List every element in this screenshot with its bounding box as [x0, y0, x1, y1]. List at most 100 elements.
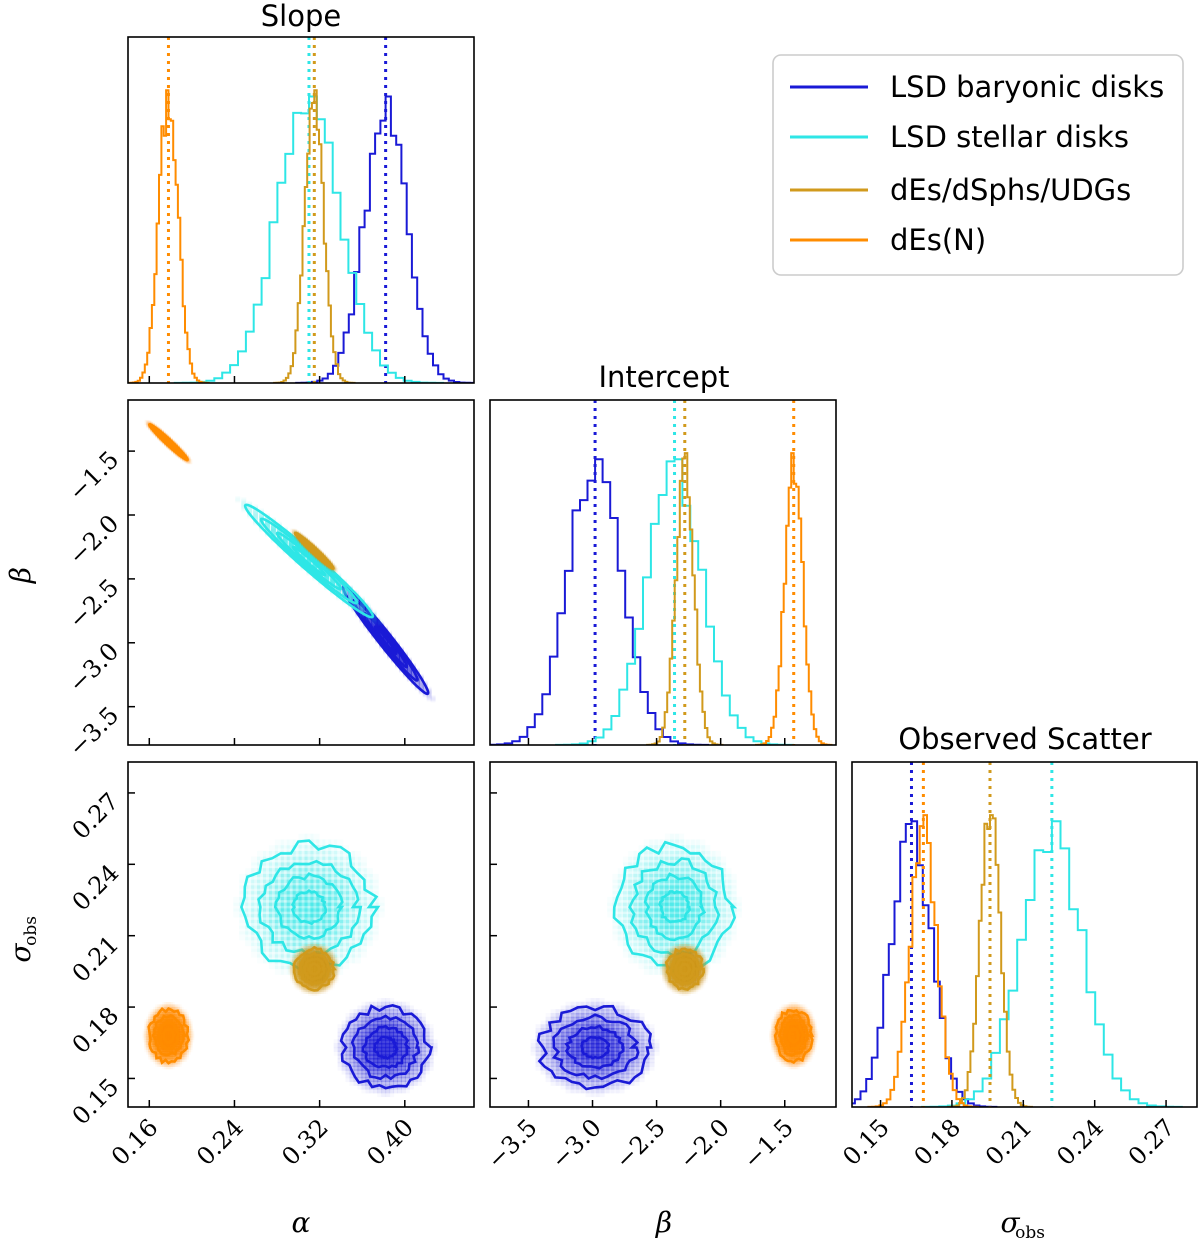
contour-alpha-beta-stellar-1 — [275, 531, 343, 591]
histogram-alpha-dEs — [273, 89, 356, 383]
alpha-tick-label: 0.24 — [191, 1113, 249, 1171]
beta-y-tick-label: −2.5 — [63, 573, 124, 634]
beta-x-tick-label: −3.5 — [482, 1113, 543, 1174]
contour-beta-sigma-stellar-1 — [643, 872, 707, 942]
contour-alpha-beta-baryonic-0 — [373, 625, 398, 655]
panel-frame — [127, 399, 475, 746]
contour-beta-sigma-dEsN-1 — [782, 1019, 805, 1051]
contour-alpha-beta-stellar-0 — [291, 545, 327, 577]
histogram-beta-stellar — [555, 458, 794, 745]
beta-axis-label: β — [655, 1206, 672, 1238]
contour-alpha-beta-stellar-2 — [259, 517, 359, 605]
contour-beta-sigma-dEsN-2 — [777, 1013, 810, 1057]
contour-beta-sigma-baryonic-0 — [580, 1035, 611, 1060]
contour-beta-sigma-dEsN-0 — [787, 1026, 801, 1044]
sigma-x-axis-label: σ obs — [1000, 1206, 1044, 1238]
contour-alpha-sigma-dEs-0 — [307, 962, 322, 976]
beta-y-tick-label: −2.0 — [63, 509, 124, 570]
beta-y-axis-label: β — [4, 567, 37, 584]
beta-x-tick-label: −1.5 — [738, 1113, 799, 1174]
histogram-beta-baryonic — [490, 458, 710, 745]
alpha-axis-label: α — [292, 1206, 311, 1238]
histogram-sigma-baryonic — [852, 820, 998, 1107]
contour-beta-sigma-baryonic-2 — [551, 1013, 640, 1081]
sigma-x-tick-label: 0.15 — [837, 1113, 895, 1171]
contour-beta-sigma-dEs-1 — [674, 957, 697, 982]
density-alpha-beta-stellar — [241, 501, 377, 621]
beta-y-tick-label: −3.5 — [63, 701, 124, 762]
sigma-y-tick-label: 0.27 — [67, 787, 125, 845]
histogram-beta-dEsN — [755, 452, 833, 745]
scatter-title: Observed Scatter — [898, 722, 1151, 756]
contour-alpha-sigma-dEsN-3 — [147, 1006, 191, 1065]
histogram-alpha-dEsN — [128, 89, 210, 383]
contour-alpha-beta-dEs-3 — [293, 531, 335, 571]
contour-beta-sigma-dEs-0 — [678, 962, 693, 976]
contour-alpha-sigma-dEsN-2 — [151, 1013, 186, 1057]
panel-frame — [851, 761, 1198, 1108]
contour-alpha-sigma-baryonic-2 — [350, 1014, 421, 1081]
legend-frame — [772, 54, 1184, 276]
beta-sigma-contour-panel — [489, 761, 837, 1108]
slope-title: Slope — [261, 0, 341, 33]
sigma-y-axis-label: σ obs — [4, 916, 41, 962]
contour-alpha-sigma-dEs-2 — [298, 950, 333, 986]
beta-x-tick-label: −2.0 — [674, 1113, 735, 1174]
histogram-alpha-baryonic — [295, 95, 474, 383]
panel-frame — [489, 761, 837, 1108]
contour-beta-sigma-baryonic-1 — [564, 1024, 625, 1070]
legend-label-dEs: dEs/dSphs/UDGs — [890, 173, 1131, 207]
histogram-beta-dEs — [646, 452, 724, 745]
contour-beta-sigma-dEs-2 — [669, 952, 701, 987]
contour-beta-sigma-dEs-3 — [664, 947, 706, 991]
contour-beta-sigma-stellar-3 — [612, 840, 738, 974]
contour-alpha-sigma-dEsN-0 — [162, 1027, 175, 1045]
contour-alpha-sigma-stellar-3 — [240, 839, 381, 971]
alpha-tick-label: 0.32 — [276, 1113, 334, 1171]
intercept-title: Intercept — [599, 360, 730, 394]
beta-x-tick-label: −2.5 — [610, 1113, 671, 1174]
sigma-x-tick-label: 0.24 — [1051, 1113, 1109, 1171]
legend-label-stellar: LSD stellar disks — [890, 120, 1129, 154]
contour-beta-sigma-stellar-0 — [658, 890, 691, 924]
alpha-tick-label: 0.16 — [106, 1113, 164, 1171]
contour-alpha-sigma-dEsN-1 — [157, 1019, 181, 1051]
contour-alpha-sigma-stellar-2 — [257, 859, 363, 958]
sigma-x-symbol: σ — [1000, 1206, 1020, 1238]
contour-alpha-beta-stellar-3 — [243, 503, 375, 619]
alpha-sigma-contour-panel — [127, 761, 475, 1108]
alpha-tick-label: 0.40 — [361, 1113, 419, 1171]
sigma-x-tick-label: 0.21 — [980, 1113, 1038, 1171]
contour-alpha-sigma-dEs-3 — [292, 945, 337, 992]
contour-alpha-beta-baryonic-3 — [341, 585, 430, 696]
panel-frame — [489, 399, 837, 746]
scatter-histogram-panel — [851, 761, 1198, 1108]
contour-alpha-sigma-stellar-1 — [273, 872, 345, 941]
contour-beta-sigma-dEsN-3 — [773, 1008, 815, 1064]
sigma-y-tick-label: 0.18 — [67, 1002, 125, 1060]
panel-frame — [127, 761, 475, 1108]
contour-alpha-sigma-stellar-0 — [291, 888, 328, 926]
contour-beta-sigma-baryonic-3 — [536, 1004, 653, 1091]
contour-alpha-beta-dEsN-3 — [147, 422, 189, 462]
contour-alpha-sigma-baryonic-3 — [339, 1004, 434, 1090]
sigma-x-tick-label: 0.18 — [909, 1113, 967, 1171]
sigma-y-symbol: σ — [4, 943, 37, 963]
sigma-y-tick-label: 0.21 — [67, 930, 125, 988]
legend-label-dEsN: dEs(N) — [890, 223, 986, 257]
density-alpha-sigma-baryonic — [337, 1001, 434, 1094]
legend-label-baryonic: LSD baryonic disks — [890, 70, 1164, 104]
density-beta-sigma-baryonic — [535, 1001, 655, 1094]
slope-histogram-panel — [127, 36, 475, 384]
contour-beta-sigma-stellar-2 — [628, 857, 721, 958]
alpha-beta-contour-panel — [127, 399, 475, 746]
contour-alpha-sigma-dEs-1 — [302, 957, 327, 982]
histogram-alpha-stellar — [173, 95, 445, 383]
legend: LSD baryonic disks LSD stellar disks dEs… — [772, 54, 1184, 276]
panel-frame — [127, 36, 475, 384]
contour-alpha-sigma-baryonic-1 — [361, 1024, 411, 1070]
beta-x-tick-label: −3.0 — [546, 1113, 607, 1174]
sigma-y-tick-label: 0.24 — [67, 859, 125, 917]
contour-alpha-beta-baryonic-2 — [352, 598, 419, 682]
